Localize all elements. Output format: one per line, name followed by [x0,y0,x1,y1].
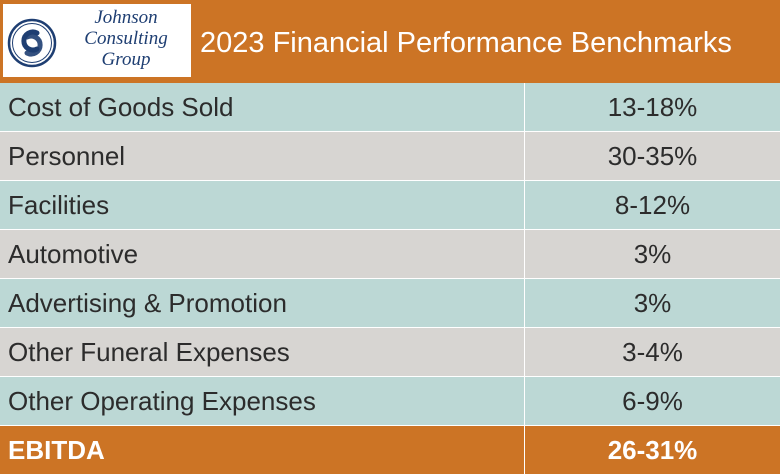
logo-wordmark: Johnson Consulting Group [63,7,189,70]
table-row: Automotive 3% [0,230,780,279]
row-label: Facilities [8,190,110,220]
row-label: Automotive [8,239,139,269]
column-divider [524,279,525,327]
header-bar: Johnson Consulting Group 2023 Financial … [0,0,780,83]
table-row: Facilities 8-12% [0,181,780,230]
row-label: Advertising & Promotion [8,288,287,318]
row-value: 6-9% [622,386,683,416]
table-row: Cost of Goods Sold 13-18% [0,83,780,132]
table-row: Advertising & Promotion 3% [0,279,780,328]
row-label: Personnel [8,141,126,171]
column-divider [524,132,525,180]
page-title: 2023 Financial Performance Benchmarks [200,27,732,59]
row-value: 13-18% [607,92,698,122]
total-label: EBITDA [8,435,105,465]
row-value: 3% [633,239,672,269]
logo-line-1: Johnson [94,7,158,28]
logo-line-3: Group [101,49,151,70]
column-divider [524,377,525,425]
column-divider [524,181,525,229]
table-row: Other Operating Expenses 6-9% [0,377,780,426]
cg-monogram-icon [7,18,57,68]
row-value: 3% [633,288,672,318]
total-row: EBITDA 26-31% [0,426,780,474]
table-row: Personnel 30-35% [0,132,780,181]
logo-line-2: Consulting [84,28,168,49]
column-divider [524,426,525,474]
row-label: Other Funeral Expenses [8,337,290,367]
row-value: 3-4% [622,337,683,367]
column-divider [524,83,525,131]
benchmarks-table: Cost of Goods Sold 13-18% Personnel 30-3… [0,83,780,474]
table-row: Other Funeral Expenses 3-4% [0,328,780,377]
row-label: Other Operating Expenses [8,386,316,416]
row-label: Cost of Goods Sold [8,92,234,122]
row-value: 30-35% [607,141,698,171]
total-value: 26-31% [607,435,698,465]
row-value: 8-12% [614,190,691,220]
column-divider [524,230,525,278]
column-divider [524,328,525,376]
company-logo: Johnson Consulting Group [3,4,191,77]
